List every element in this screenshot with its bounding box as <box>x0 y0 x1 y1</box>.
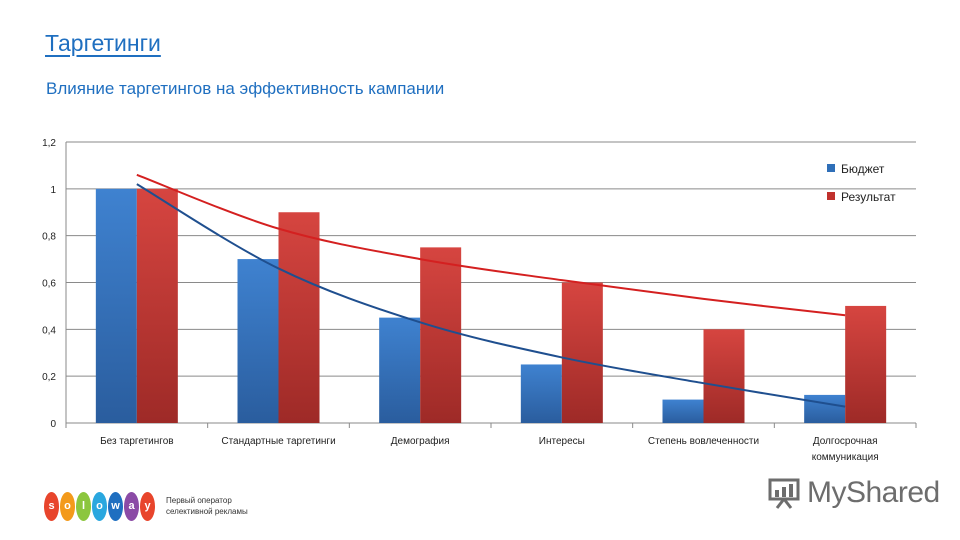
logo-letter: w <box>108 491 123 521</box>
logo-letter: s <box>44 491 59 521</box>
logo-tagline-line2: селективной рекламы <box>166 507 248 516</box>
bar-result <box>136 188 178 423</box>
bar-result <box>845 305 887 423</box>
y-tick-label: 1 <box>50 185 56 196</box>
x-tick-label: Без таргетингов <box>100 436 174 447</box>
logo-letter: y <box>140 491 155 521</box>
logo-letter: a <box>124 491 139 521</box>
bar-budget <box>379 317 421 423</box>
bar-budget <box>95 188 137 423</box>
logo-letter: o <box>60 491 75 521</box>
legend-label: Бюджет <box>841 162 885 176</box>
x-tick-label: Интересы <box>539 436 585 447</box>
logo-letter: o <box>92 491 107 521</box>
bar-budget <box>237 259 279 423</box>
watermark: MyShared <box>767 476 940 510</box>
y-tick-label: 1,2 <box>42 138 56 149</box>
logo-tagline-line1: Первый оператор <box>166 496 232 505</box>
logo-tagline: Первый оператор селективной рекламы <box>166 495 248 517</box>
y-tick-label: 0,4 <box>42 325 56 336</box>
watermark-text: MyShared <box>807 476 940 509</box>
logo-letter: l <box>76 491 91 521</box>
x-tick-label: Долгосрочная <box>813 436 878 447</box>
legend-label: Результат <box>841 190 896 204</box>
presentation-icon <box>768 478 800 509</box>
bar-result <box>420 247 462 423</box>
bar-budget <box>804 394 846 423</box>
bar-result <box>278 212 320 423</box>
page-subtitle: Влияние таргетингов на эффективность кам… <box>46 79 445 98</box>
bar-result <box>561 282 603 423</box>
x-tick-label: Стандартные таргетинги <box>221 436 335 447</box>
bar-result <box>703 329 745 423</box>
page-title: Таргетинги <box>45 30 161 56</box>
legend-swatch <box>827 192 835 200</box>
legend-swatch <box>827 164 835 172</box>
y-tick-label: 0,6 <box>42 279 56 290</box>
y-tick-label: 0,2 <box>42 372 56 383</box>
trendline-budget <box>136 183 846 408</box>
y-tick-label: 0,8 <box>42 232 56 243</box>
y-tick-label: 0 <box>50 419 56 430</box>
x-tick-label: Демография <box>391 435 450 447</box>
bar-budget <box>662 399 704 423</box>
bar-budget <box>520 364 562 423</box>
x-tick-label: Степень вовлеченности <box>648 436 759 447</box>
trendline-result <box>136 173 846 317</box>
x-tick-label: коммуникация <box>812 452 879 463</box>
